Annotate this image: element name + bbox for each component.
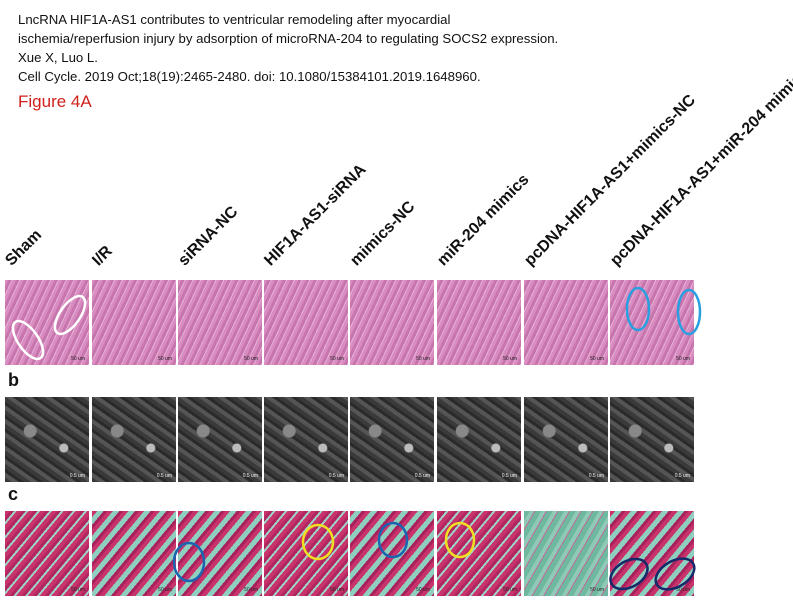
scale-bar: 0.5 um <box>242 473 258 479</box>
column-label: I/R <box>89 242 116 270</box>
micrograph-panel: 50 um <box>610 511 694 596</box>
scale-bar: 50 um <box>590 356 604 362</box>
scale-bar: 50 um <box>416 356 430 362</box>
citation-journal: Cell Cycle. 2019 Oct;18(19):2465-2480. d… <box>18 69 481 84</box>
citation-title-2: ischemia/reperfusion injury by adsorptio… <box>18 31 559 46</box>
micrograph-panel: 50 um <box>437 280 521 365</box>
micrograph-panel: 0.5 um <box>178 397 262 482</box>
figure-label: Figure 4A <box>18 92 92 111</box>
scale-bar: 0.5 um <box>588 473 604 479</box>
micrograph-panel: 50 um <box>5 511 89 596</box>
scale-bar: 50 um <box>158 587 172 593</box>
micrograph-panel: 0.5 um <box>350 397 434 482</box>
micrograph-panel: 0.5 um <box>437 397 521 482</box>
micrograph-panel: 50 um <box>437 511 521 596</box>
column-label: pcDNA-HIF1A-AS1+mimics-NC <box>521 91 699 270</box>
scale-bar: 50 um <box>158 356 172 362</box>
column-label: siRNA-NC <box>175 203 242 270</box>
citation: LncRNA HIF1A-AS1 contributes to ventricu… <box>18 10 558 86</box>
column-label: mimics-NC <box>347 198 419 270</box>
scale-bar: 50 um <box>330 356 344 362</box>
scale-bar: 50 um <box>71 587 85 593</box>
micrograph-panel: 50 um <box>5 280 89 365</box>
scale-bar: 0.5 um <box>156 473 172 479</box>
scale-bar: 0.5 um <box>69 473 85 479</box>
micrograph-panel: 0.5 um <box>92 397 176 482</box>
scale-bar: 50 um <box>503 587 517 593</box>
micrograph-panel: 50 um <box>524 511 608 596</box>
citation-authors: Xue X, Luo L. <box>18 50 98 65</box>
micrograph-panel: 50 um <box>264 511 348 596</box>
column-label: miR-204 mimics <box>434 171 533 270</box>
citation-title-1: LncRNA HIF1A-AS1 contributes to ventricu… <box>18 12 451 27</box>
micrograph-panel: 50 um <box>92 280 176 365</box>
scale-bar: 0.5 um <box>674 473 690 479</box>
scale-bar: 50 um <box>676 356 690 362</box>
micrograph-panel: 0.5 um <box>264 397 348 482</box>
micrograph-panel: 50 um <box>92 511 176 596</box>
row-label-c: c <box>8 484 19 504</box>
scale-bar: 50 um <box>244 587 258 593</box>
micrograph-panel: 50 um <box>350 280 434 365</box>
scale-bar: 0.5 um <box>501 473 517 479</box>
scale-bar: 0.5 um <box>414 473 430 479</box>
scale-bar: 50 um <box>330 587 344 593</box>
micrograph-panel: 50 um <box>178 280 262 365</box>
row-label-b: b <box>8 370 19 390</box>
scale-bar: 50 um <box>416 587 430 593</box>
scale-bar: 50 um <box>503 356 517 362</box>
micrograph-panel: 50 um <box>178 511 262 596</box>
micrograph-panel: 0.5 um <box>524 397 608 482</box>
micrograph-panel: 0.5 um <box>5 397 89 482</box>
scale-bar: 50 um <box>676 587 690 593</box>
scale-bar: 50 um <box>71 356 85 362</box>
micrograph-panel: 50 um <box>524 280 608 365</box>
scale-bar: 50 um <box>590 587 604 593</box>
micrograph-panel: 50 um <box>610 280 694 365</box>
scale-bar: 0.5 um <box>328 473 344 479</box>
micrograph-panel: 50 um <box>264 280 348 365</box>
scale-bar: 50 um <box>244 356 258 362</box>
micrograph-panel: 0.5 um <box>610 397 694 482</box>
micrograph-panel: 50 um <box>350 511 434 596</box>
column-label: Sham <box>2 226 46 270</box>
